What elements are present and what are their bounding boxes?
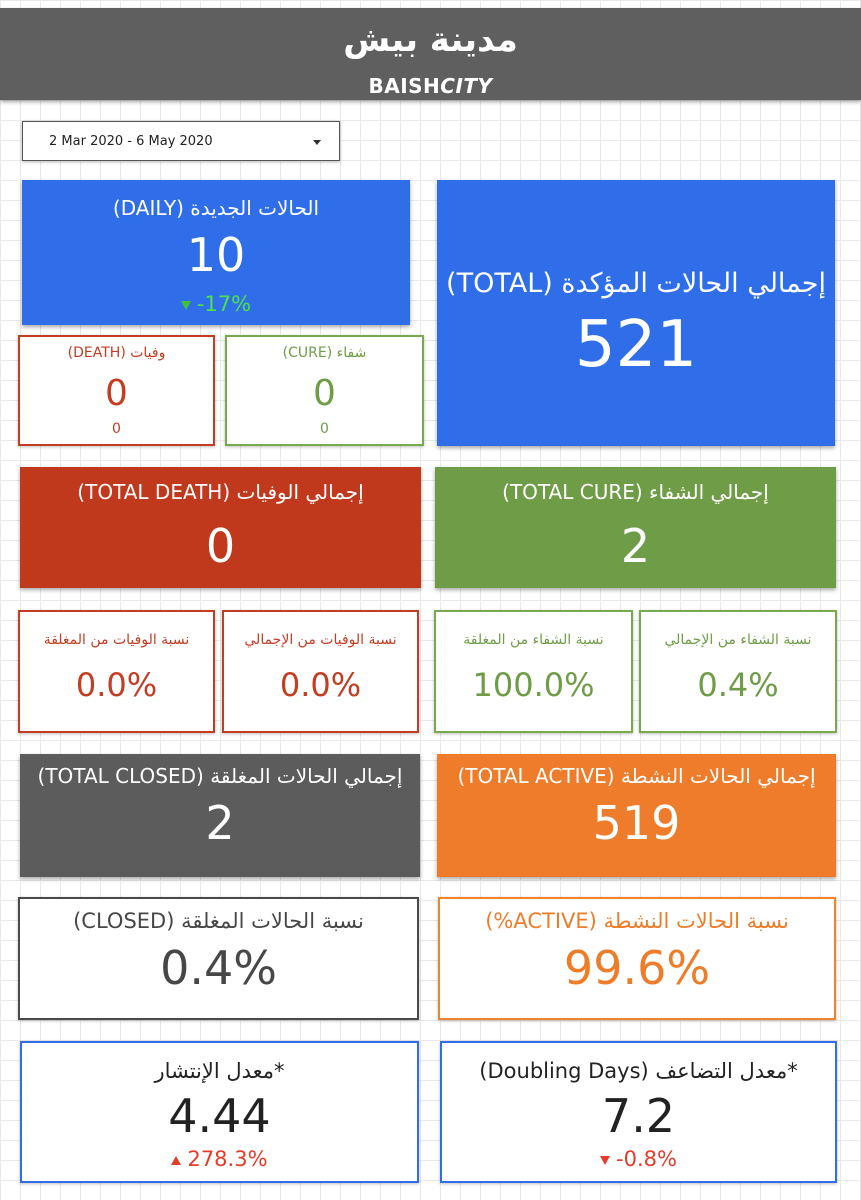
cure-of-closed-value: 100.0% <box>472 666 595 704</box>
spread-rate-change-text: 278.3% <box>187 1147 268 1171</box>
total-closed-value: 2 <box>205 796 235 850</box>
spread-rate-change: 278.3% <box>22 1147 417 1171</box>
total-death-label: إجمالي الوفيات (TOTAL DEATH) <box>77 480 364 504</box>
death-of-total-card: نسبة الوفيات من الإجمالي 0.0% <box>222 610 419 733</box>
chevron-down-icon[interactable] <box>313 140 321 145</box>
active-pct-label: نسبة الحالات النشطة (ACTIVE%) <box>485 909 789 933</box>
active-pct-card: نسبة الحالات النشطة (ACTIVE%) 99.6% <box>438 897 836 1020</box>
arrow-down-icon <box>600 1155 611 1165</box>
doubling-days-change-text: -0.8% <box>616 1147 677 1171</box>
cure-of-total-value: 0.4% <box>697 666 779 704</box>
death-of-total-label: نسبة الوفيات من الإجمالي <box>244 632 397 648</box>
total-death-value: 0 <box>205 519 236 573</box>
total-active-card: إجمالي الحالات النشطة (TOTAL ACTIVE) 519 <box>437 754 836 877</box>
closed-pct-card: نسبة الحالات المغلقة (CLOSED) 0.4% <box>18 897 419 1020</box>
cure-daily-sub: 0 <box>320 421 329 437</box>
doubling-days-label: *معدل التضاعف (Doubling Days) <box>479 1059 798 1083</box>
cure-of-total-card: نسبة الشفاء من الإجمالي 0.4% <box>639 610 837 733</box>
daily-new-value: 10 <box>186 228 246 282</box>
total-active-value: 519 <box>592 796 681 850</box>
total-confirmed-card: إجمالي الحالات المؤكدة (TOTAL) 521 <box>437 180 835 446</box>
death-of-total-value: 0.0% <box>279 666 362 704</box>
title-en-part-b: CITY <box>440 74 493 98</box>
cure-of-closed-card: نسبة الشفاء من المغلقة 100.0% <box>434 610 633 733</box>
daily-new-change-text: -17% <box>196 292 252 316</box>
active-pct-value: 99.6% <box>563 941 711 995</box>
arrow-up-icon <box>171 1155 182 1165</box>
death-of-closed-value: 0.0% <box>75 666 158 704</box>
date-range-selector[interactable]: 2 Mar 2020 - 6 May 2020 <box>22 121 340 161</box>
closed-pct-value: 0.4% <box>160 941 277 995</box>
total-confirmed-value: 521 <box>574 308 698 382</box>
doubling-days-value: 7.2 <box>601 1089 676 1143</box>
death-daily-card: وفيات (DEATH) 0 0 <box>18 335 215 446</box>
total-cure-label: إجمالي الشفاء (TOTAL CURE) <box>502 480 769 504</box>
page-header: مدينة بيش BAISHCITY <box>0 8 861 100</box>
page-title-english: BAISHCITY <box>0 74 861 98</box>
total-cure-card: إجمالي الشفاء (TOTAL CURE) 2 <box>435 467 836 588</box>
date-range-label: 2 Mar 2020 - 6 May 2020 <box>49 134 213 149</box>
death-daily-value: 0 <box>105 373 128 414</box>
daily-new-card: الحالات الجديدة (DAILY) 10 -17% <box>22 180 410 325</box>
cure-daily-card: شفاء (CURE) 0 0 <box>225 335 424 446</box>
closed-pct-label: نسبة الحالات المغلقة (CLOSED) <box>73 909 364 933</box>
cure-of-closed-label: نسبة الشفاء من المغلقة <box>463 632 604 648</box>
doubling-days-card: *معدل التضاعف (Doubling Days) 7.2 -0.8% <box>440 1041 837 1183</box>
total-confirmed-label: إجمالي الحالات المؤكدة (TOTAL) <box>446 268 826 299</box>
title-en-part-a: BAISH <box>368 74 441 98</box>
doubling-days-change: -0.8% <box>442 1147 835 1171</box>
death-of-closed-card: نسبة الوفيات من المغلقة 0.0% <box>18 610 215 733</box>
total-cure-value: 2 <box>620 519 651 573</box>
spread-rate-label: *معدل الإنتشار <box>154 1059 285 1083</box>
total-active-label: إجمالي الحالات النشطة (TOTAL ACTIVE) <box>457 764 816 788</box>
death-of-closed-label: نسبة الوفيات من المغلقة <box>43 632 190 648</box>
death-daily-label: وفيات (DEATH) <box>67 345 166 361</box>
death-daily-sub: 0 <box>112 421 121 437</box>
spread-rate-card: *معدل الإنتشار 4.44 278.3% <box>20 1041 419 1183</box>
total-closed-card: إجمالي الحالات المغلقة (TOTAL CLOSED) 2 <box>20 754 420 877</box>
page-title-arabic: مدينة بيش <box>343 20 518 60</box>
daily-new-label: الحالات الجديدة (DAILY) <box>112 196 320 220</box>
cure-of-total-label: نسبة الشفاء من الإجمالي <box>664 632 812 648</box>
cure-daily-value: 0 <box>313 373 336 414</box>
total-closed-label: إجمالي الحالات المغلقة (TOTAL CLOSED) <box>37 764 403 788</box>
daily-new-change: -17% <box>22 292 410 316</box>
arrow-down-icon <box>180 300 191 310</box>
spread-rate-value: 4.44 <box>168 1089 271 1143</box>
cure-daily-label: شفاء (CURE) <box>282 345 367 361</box>
total-death-card: إجمالي الوفيات (TOTAL DEATH) 0 <box>20 467 421 588</box>
